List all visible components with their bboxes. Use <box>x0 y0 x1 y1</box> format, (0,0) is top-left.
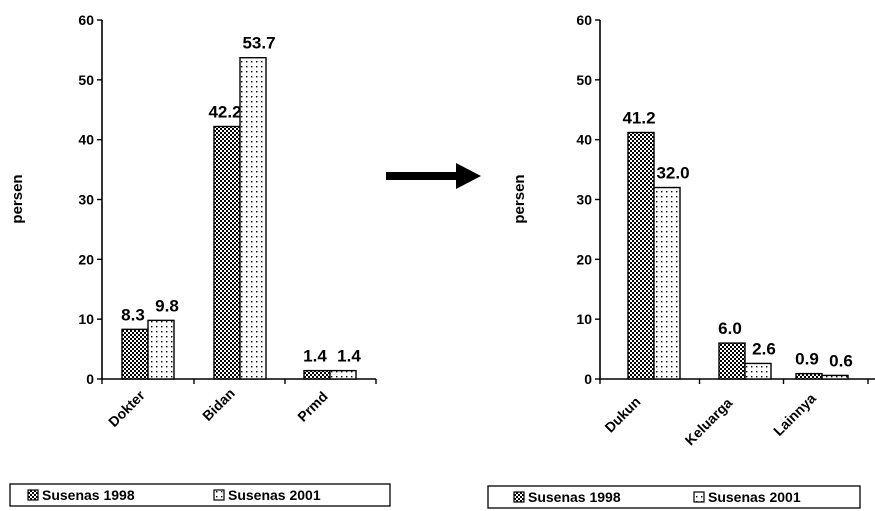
left-category-label: Dokter <box>105 387 148 430</box>
right-y-tick-label: 20 <box>576 251 592 267</box>
left-bar <box>303 369 331 380</box>
left-y-tick-label: 30 <box>78 192 94 208</box>
left-bar <box>329 369 357 380</box>
right-y-tick-label: 60 <box>576 12 592 28</box>
left-bar <box>213 125 241 380</box>
left-data-label: 9.8 <box>155 296 179 315</box>
right-data-label: 0.6 <box>829 351 853 370</box>
right-category-label: Lainnya <box>770 390 819 439</box>
right-data-label: 6.0 <box>718 319 742 338</box>
right-bar <box>744 362 772 380</box>
left-data-label: 8.3 <box>121 305 145 324</box>
left-bar <box>147 319 175 380</box>
right-data-label: 32.0 <box>656 164 689 183</box>
left-data-label: 1.4 <box>337 347 361 366</box>
right-data-label: 2.6 <box>752 339 776 358</box>
right-data-label: 0.9 <box>795 350 819 369</box>
left-y-tick-label: 50 <box>78 72 94 88</box>
left-legend-box <box>9 483 391 507</box>
left-y-tick-label: 10 <box>78 311 94 327</box>
left-legend-swatch <box>213 489 225 501</box>
right-legend-label: Susenas 1998 <box>528 489 621 505</box>
right-bar <box>627 131 655 380</box>
left-y-tick-label: 60 <box>78 12 94 28</box>
left-legend-label: Susenas 1998 <box>42 487 135 503</box>
right-bar <box>795 372 823 380</box>
chart-left: 0 10 20 30 40 50 60 persen 8.3 9.8 Dokter 42.2 53.7 B… <box>9 12 391 507</box>
right-legend-swatch <box>513 491 525 503</box>
right-y-tick-label: 10 <box>576 311 592 327</box>
right-y-tick-label: 30 <box>576 192 592 208</box>
left-y-tick-label: 20 <box>78 251 94 267</box>
left-bar <box>121 328 149 380</box>
right-y-tick-label: 50 <box>576 72 592 88</box>
right-legend-swatch <box>693 491 705 503</box>
left-data-label: 42.2 <box>208 103 241 122</box>
right-y-tick-label: 40 <box>576 132 592 148</box>
right-y-axis-title: persen <box>511 174 528 223</box>
left-category-label: Prmd <box>294 388 331 425</box>
left-legend-swatch <box>27 489 39 501</box>
left-y-tick-label: 0 <box>86 371 94 387</box>
right-bar <box>653 186 681 380</box>
right-legend-box <box>487 485 861 509</box>
left-legend-label: Susenas 2001 <box>228 487 321 503</box>
right-legend-label: Susenas 2001 <box>708 489 801 505</box>
right-arrow <box>386 163 481 189</box>
right-category-label: Dukun <box>601 393 643 435</box>
right-y-tick-label: 0 <box>584 371 592 387</box>
left-category-label: Bidan <box>199 385 238 424</box>
left-y-tick-label: 40 <box>78 132 94 148</box>
right-data-label: 41.2 <box>622 108 655 127</box>
right-category-label: Keluarga <box>682 394 736 448</box>
right-bar <box>821 374 849 380</box>
left-data-label: 53.7 <box>242 34 275 53</box>
chart-right: 0 10 20 30 40 50 60 persen 41.2 32.0 Dukun 6.0 2.6 Ke… <box>487 12 875 509</box>
left-y-axis-title: persen <box>9 174 26 223</box>
left-data-label: 1.4 <box>303 347 327 366</box>
left-bar <box>239 56 267 380</box>
right-bar <box>718 342 746 380</box>
